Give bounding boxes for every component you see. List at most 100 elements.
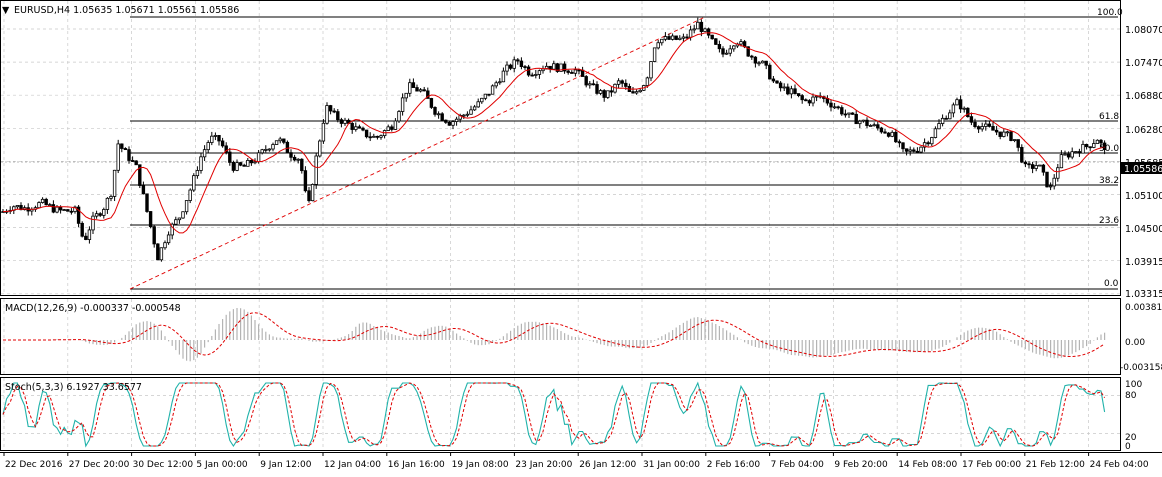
candle-body: [962, 107, 966, 110]
candle-body: [462, 114, 466, 117]
candle-body: [271, 144, 275, 150]
candle-body: [177, 217, 182, 221]
candle-body: [397, 111, 401, 122]
stoch-panel-frame: [0, 377, 1121, 451]
candle-body: [166, 234, 171, 244]
candle-body: [1002, 131, 1006, 137]
candle-body: [523, 66, 527, 68]
candle-body: [174, 219, 178, 225]
candle-body: [588, 83, 592, 86]
candle-body: [804, 99, 808, 102]
candle-body: [1056, 167, 1060, 179]
candle-body: [339, 119, 344, 124]
candle-body: [598, 90, 603, 94]
candle-body: [991, 126, 995, 131]
candle-body: [1038, 164, 1042, 167]
candle-body: [15, 205, 20, 208]
candle-body: [746, 46, 750, 57]
candle-body: [278, 138, 282, 142]
candle-body: [336, 111, 340, 121]
candle-body: [321, 122, 326, 142]
stoch-title: Stoch(5,3,3) 6.1927 33.6577: [5, 382, 142, 393]
candle-body: [660, 38, 664, 44]
candle-body: [570, 72, 574, 74]
candle-body: [890, 131, 894, 137]
candle-body: [674, 35, 678, 40]
candle-body: [415, 87, 419, 92]
candle-body: [400, 97, 405, 112]
candle-body: [631, 91, 635, 94]
candle-body: [418, 89, 423, 92]
candle-body: [134, 160, 138, 166]
candle-body: [1088, 146, 1092, 149]
candle-body: [894, 131, 898, 143]
price-label: 1.05100: [1125, 191, 1162, 202]
stoch-axis: 100 80 20 0: [1125, 380, 1142, 452]
candle-body: [681, 36, 686, 39]
time-label: 14 Feb 08:00: [898, 460, 957, 470]
candle-body: [530, 74, 534, 77]
candle-body: [559, 63, 563, 72]
candle-body: [577, 69, 581, 72]
candle-body: [1020, 146, 1024, 163]
candle-body: [44, 198, 48, 206]
candle-body: [264, 148, 268, 151]
stoch-label-20: 20: [1125, 433, 1137, 443]
candle-body: [285, 141, 290, 154]
candle-body: [314, 155, 318, 185]
price-label: 1.03315: [1125, 289, 1162, 300]
candle-body: [55, 206, 59, 213]
candle-body: [94, 213, 99, 217]
candle-body: [141, 185, 146, 195]
moving-average-line: [2, 32, 1105, 234]
fib-label-38-2: 38.2: [1099, 176, 1119, 186]
candle-body: [364, 129, 369, 138]
candle-body: [48, 204, 52, 206]
candle-body: [901, 142, 905, 150]
candle-body: [202, 149, 207, 158]
stoch-label-80: 80: [1125, 391, 1137, 401]
candle-body: [256, 152, 261, 163]
candle-body: [786, 86, 790, 95]
candle-body: [984, 123, 988, 127]
candle-body: [188, 189, 192, 201]
candle-body: [706, 28, 711, 36]
candle-body: [120, 143, 124, 149]
time-label: 17 Feb 00:00: [962, 460, 1021, 470]
candle-body: [937, 123, 941, 130]
candle-body: [652, 47, 657, 62]
candle-body: [688, 29, 693, 38]
candle-body: [242, 164, 246, 167]
candle-body: [508, 64, 513, 69]
current-price-marker: [1121, 162, 1162, 174]
candle-body: [163, 242, 167, 249]
fib-label-23-6: 23.6: [1099, 216, 1119, 226]
price-label: 1.08070: [1125, 25, 1162, 36]
candle-body: [213, 135, 218, 137]
candle-body: [861, 119, 866, 122]
symbol-title-icon-arrow: ▼: [2, 5, 10, 16]
candle-body: [444, 119, 448, 123]
candle-body: [350, 123, 354, 130]
candle-body: [253, 161, 257, 164]
fib-label-100: 100.0: [1097, 8, 1123, 18]
candle-body: [1063, 153, 1067, 156]
candle-body: [685, 36, 689, 39]
candle-body: [1009, 131, 1013, 141]
time-label: 12 Jan 04:00: [324, 460, 381, 470]
candle-body: [703, 28, 707, 32]
candle-body: [156, 243, 160, 261]
candle-body: [1027, 163, 1031, 166]
candle-body: [235, 162, 239, 171]
candle-body: [555, 63, 560, 72]
candle-body: [267, 148, 272, 151]
candle-body: [944, 117, 948, 120]
candle-body: [793, 88, 797, 94]
candle-body: [325, 105, 329, 124]
candle-body: [753, 56, 758, 64]
candle-body: [332, 110, 336, 113]
candle-body: [429, 98, 434, 108]
fib-label-61-8: 61.8: [1099, 112, 1119, 122]
